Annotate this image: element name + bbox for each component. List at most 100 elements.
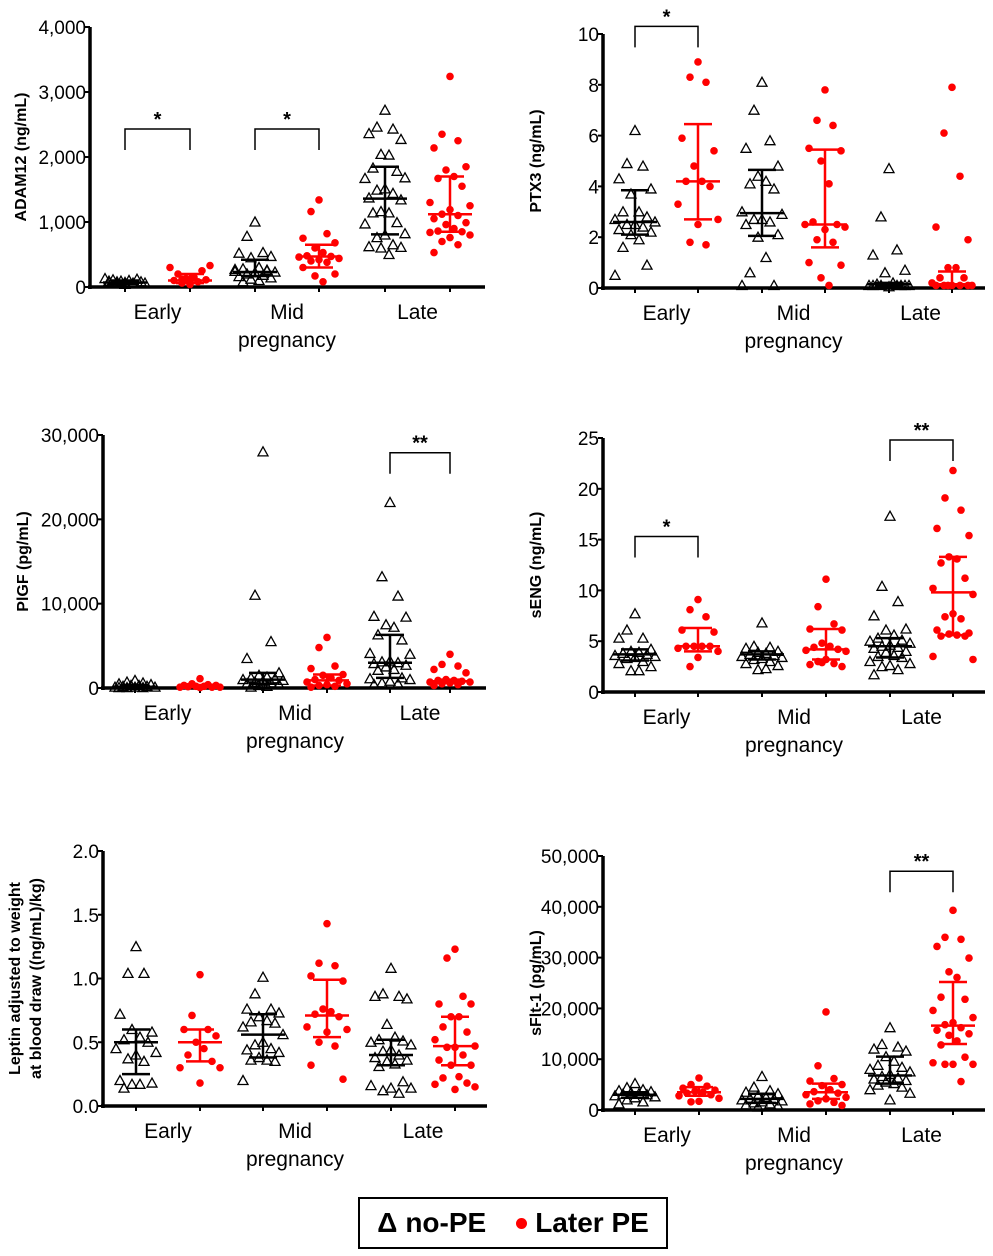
data-point-no-pe — [145, 1025, 159, 1037]
data-point-no-pe — [759, 662, 773, 674]
data-point-later-pe — [446, 72, 454, 81]
data-point-later-pe — [426, 228, 434, 237]
data-point-no-pe — [383, 496, 397, 508]
data-point-no-pe — [875, 1038, 889, 1050]
data-point-no-pe — [739, 141, 753, 153]
data-point-later-pe — [694, 58, 702, 66]
data-point-no-pe — [903, 1086, 917, 1098]
data-point-later-pe — [969, 1013, 977, 1022]
data-point-no-pe — [620, 1093, 634, 1105]
data-point-no-pe — [620, 652, 634, 664]
data-point-no-pe — [763, 655, 777, 667]
category-label: pregnancy — [238, 329, 337, 352]
data-point-no-pe — [396, 1075, 410, 1087]
data-point-no-pe — [648, 650, 662, 662]
data-point-no-pe — [364, 1079, 378, 1091]
data-point-no-pe — [240, 229, 254, 241]
data-point-no-pe — [632, 205, 646, 217]
data-point-no-pe — [248, 588, 262, 600]
data-point-no-pe — [899, 645, 913, 657]
data-point-later-pe — [180, 1025, 188, 1034]
data-point-later-pe — [435, 1056, 443, 1064]
data-point-no-pe — [248, 675, 262, 687]
data-point-later-pe — [323, 229, 331, 238]
y-tick-label: 0 — [588, 683, 599, 704]
data-point-no-pe — [384, 1081, 398, 1093]
data-point-later-pe — [956, 172, 964, 181]
data-point-later-pe — [307, 664, 315, 673]
data-point-later-pe — [430, 681, 438, 690]
significance-label: * — [283, 109, 291, 131]
data-point-no-pe — [899, 622, 913, 634]
data-point-no-pe — [374, 205, 388, 217]
data-point-no-pe — [379, 660, 393, 672]
data-point-no-pe — [644, 660, 658, 672]
data-point-no-pe — [388, 1057, 402, 1069]
data-point-later-pe — [805, 144, 813, 153]
data-point-later-pe — [933, 942, 941, 951]
data-point-no-pe — [735, 205, 749, 217]
data-point-later-pe — [694, 595, 702, 604]
y-tick-label: 3,000 — [38, 83, 86, 104]
data-point-later-pe — [929, 1058, 937, 1067]
y-tick-label: 1,000 — [38, 213, 86, 234]
data-point-no-pe — [379, 618, 393, 630]
data-point-later-pe — [702, 613, 710, 621]
y-tick-label: 1.0 — [73, 970, 99, 991]
data-point-later-pe — [430, 144, 438, 152]
data-point-no-pe — [236, 1074, 250, 1086]
category-label: Early — [134, 301, 182, 324]
data-point-no-pe — [240, 1002, 254, 1014]
data-point-later-pe — [838, 1080, 846, 1089]
data-point-no-pe — [390, 164, 404, 176]
data-point-later-pe — [838, 662, 846, 671]
data-point-later-pe — [686, 238, 694, 247]
data-point-no-pe — [612, 172, 626, 184]
data-point-no-pe — [624, 187, 638, 199]
data-point-no-pe — [891, 1040, 905, 1052]
data-point-later-pe — [319, 278, 327, 286]
data-point-later-pe — [674, 200, 682, 208]
data-point-later-pe — [941, 613, 949, 621]
data-point-later-pe — [431, 1080, 439, 1089]
data-point-later-pe — [690, 162, 698, 170]
data-point-no-pe — [767, 182, 781, 194]
data-point-later-pe — [438, 130, 446, 139]
data-point-no-pe — [145, 1076, 159, 1088]
data-point-later-pe — [455, 1072, 463, 1081]
data-point-later-pe — [964, 235, 972, 244]
data-point-later-pe — [439, 1074, 447, 1082]
data-point-no-pe — [628, 607, 642, 619]
data-point-later-pe — [949, 466, 957, 475]
data-point-later-pe — [929, 584, 937, 593]
data-point-later-pe — [944, 263, 952, 272]
data-point-no-pe — [387, 620, 401, 632]
data-point-no-pe — [755, 652, 769, 664]
data-point-later-pe — [331, 270, 339, 278]
category-label: Early — [643, 1124, 691, 1147]
significance-bracket — [889, 439, 954, 462]
data-point-no-pe — [380, 1018, 394, 1030]
data-point-later-pe — [678, 626, 686, 634]
data-point-no-pe — [386, 238, 400, 250]
data-point-no-pe — [264, 1002, 278, 1014]
data-point-later-pe — [961, 574, 969, 583]
data-point-no-pe — [268, 1055, 282, 1067]
data-point-later-pe — [299, 263, 307, 272]
data-point-later-pe — [957, 615, 965, 623]
data-point-no-pe — [382, 248, 396, 260]
data-point-no-pe — [113, 1007, 127, 1019]
data-point-no-pe — [882, 162, 896, 174]
data-point-no-pe — [272, 1006, 286, 1018]
data-point-later-pe — [936, 274, 944, 282]
data-point-later-pe — [806, 625, 814, 633]
category-label: Mid — [777, 706, 811, 729]
data-point-later-pe — [339, 977, 347, 985]
y-tick-label: 0 — [588, 1101, 599, 1122]
data-point-later-pe — [335, 1012, 343, 1021]
data-point-no-pe — [121, 967, 135, 979]
y-tick-label: 1.5 — [73, 906, 99, 927]
legend-label-later-pe: Later PE — [535, 1207, 649, 1238]
data-point-later-pe — [319, 1005, 327, 1013]
legend-item-no-pe: Δ no-PE — [377, 1207, 486, 1239]
